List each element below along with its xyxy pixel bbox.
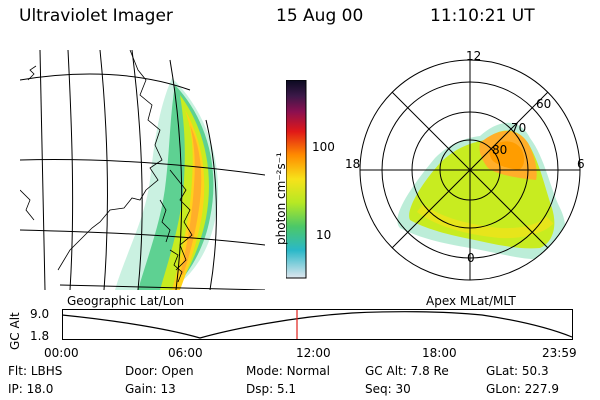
info-dsp: Dsp: 5.1 bbox=[246, 382, 297, 396]
info-mode: Mode: Normal bbox=[246, 364, 330, 378]
polar-lat-60: 60 bbox=[536, 97, 552, 111]
image-date: 15 Aug 00 bbox=[276, 6, 364, 26]
image-time: 11:10:21 UT bbox=[430, 6, 535, 26]
polar-hour-12: 12 bbox=[466, 49, 482, 63]
altitude-xtick-1800: 18:00 bbox=[422, 346, 457, 360]
altitude-ytick-top: 9.0 bbox=[30, 307, 50, 321]
colorbar bbox=[286, 80, 307, 279]
altitude-ylabel: GC Alt bbox=[8, 312, 22, 350]
info-filter: Flt: LBHS bbox=[8, 364, 63, 378]
colorbar-unit-label: photon cm⁻²s⁻¹ bbox=[274, 152, 288, 245]
altitude-xtick-1200: 12:00 bbox=[296, 346, 331, 360]
polar-hour-0: 0 bbox=[467, 251, 475, 265]
colorbar-tick-100: 100 bbox=[312, 140, 335, 154]
info-glat: GLat: 50.3 bbox=[486, 364, 549, 378]
polar-label: Apex MLat/MLT bbox=[426, 294, 516, 308]
info-seq: Seq: 30 bbox=[365, 382, 411, 396]
polar-hour-6: 6 bbox=[577, 157, 585, 171]
polar-lat-70: 70 bbox=[511, 121, 527, 135]
geographic-label: Geographic Lat/Lon bbox=[67, 294, 185, 308]
info-gc-alt: GC Alt: 7.8 Re bbox=[365, 364, 449, 378]
altitude-plot bbox=[62, 309, 573, 340]
altitude-ytick-bottom: 1.8 bbox=[30, 329, 50, 343]
info-ip: IP: 18.0 bbox=[8, 382, 54, 396]
info-glon: GLon: 227.9 bbox=[486, 382, 559, 396]
altitude-xtick-0000: 00:00 bbox=[44, 346, 79, 360]
altitude-xtick-0600: 06:00 bbox=[168, 346, 203, 360]
info-door: Door: Open bbox=[125, 364, 194, 378]
polar-lat-80: 80 bbox=[492, 143, 508, 157]
geographic-map bbox=[20, 50, 265, 290]
altitude-xtick-2359: 23:59 bbox=[542, 346, 577, 360]
instrument-title: Ultraviolet Imager bbox=[19, 6, 173, 26]
colorbar-tick-10: 10 bbox=[316, 228, 332, 242]
polar-hour-18: 18 bbox=[345, 157, 361, 171]
info-gain: Gain: 13 bbox=[125, 382, 176, 396]
polar-plot bbox=[359, 59, 581, 281]
